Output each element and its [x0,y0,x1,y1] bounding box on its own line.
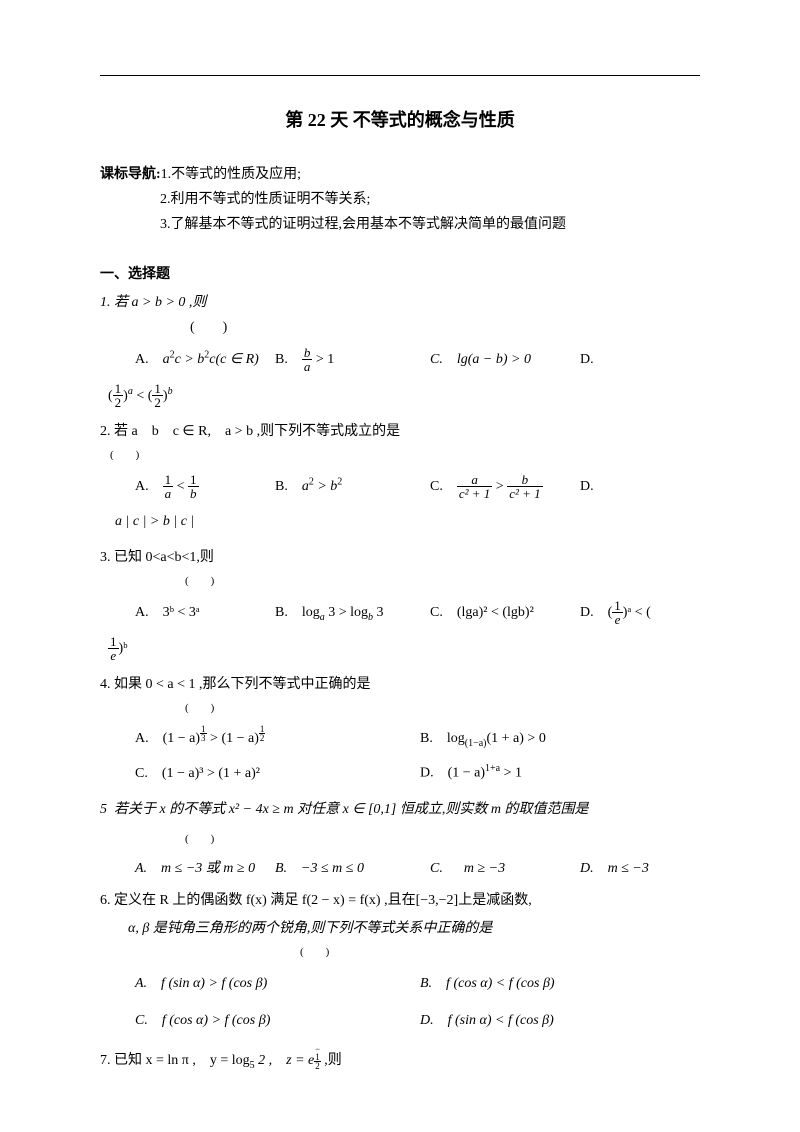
q5-option-c: C. m ≥ −3 [430,856,580,881]
q3-option-a: A. 3ᵇ < 3ᵃ [100,596,275,630]
question-3: 3. 已知 0<a<b<1,则 ( ) A. 3ᵇ < 3ᵃ B. loga 3… [100,544,700,664]
page-title: 第 22 天 不等式的概念与性质 [100,106,700,132]
q4-options-cd: C. (1 − a)³ > (1 + a)² D. (1 − a)1+a > 1 [100,760,700,786]
q3-option-c: C. (lga)² < (lgb)² [430,596,580,630]
objectives-block: 课标导航: 1.不等式的性质及应用; 2.利用不等式的性质证明不等关系; 3.了… [100,162,700,238]
objective-1: 1.不等式的性质及应用; [161,162,301,187]
q2-blank: ( ) [100,446,700,466]
q1-option-d: D. [580,343,660,377]
q3-overflow: 1e)ᵇ [100,634,700,665]
q3-stem: 3. 已知 0<a<b<1,则 [100,544,700,572]
q7-stem: 7. 已知 x = ln π , y = log5 2 , z = e−12 ,… [100,1047,700,1078]
objectives-label: 课标导航: [100,162,161,187]
q6-option-b: B. f (cos α) < f (cos β) [420,971,700,996]
q6-options-ab: A. f (sin α) > f (cos β) B. f (cos α) < … [100,971,700,996]
q2-options: A. 1a < 1b B. a2 > b2 C. ac² + 1 > bc² +… [100,470,700,504]
q2-option-c: C. ac² + 1 > bc² + 1 [430,470,580,504]
q5-option-a: A. m ≤ −3 或 m ≥ 0 [100,856,275,881]
objective-2: 2.利用不等式的性质证明不等关系; [100,187,700,212]
q4-options-ab: A. (1 − a)13 > (1 − a)12 B. log(1−a)(1 +… [100,722,700,756]
q1-options: A. a2c > b2c(c ∈ R) B. ba > 1 C. lg(a − … [100,343,700,377]
q2-option-b: B. a2 > b2 [275,470,430,504]
q5-option-b: B. −3 ≤ m ≤ 0 [275,856,430,881]
q6-option-c: C. f (cos α) > f (cos β) [100,1008,420,1033]
q6-options-cd: C. f (cos α) > f (cos β) D. f (sin α) < … [100,1008,700,1033]
q3-option-b: B. loga 3 > logb 3 [275,596,430,630]
q6-stem-l2: α, β 是钝角三角形的两个锐角,则下列不等式关系中正确的是 [100,915,700,943]
question-1: 1. 若 a > b > 0 ,则 ( ) A. a2c > b2c(c ∈ R… [100,289,700,412]
q6-option-d: D. f (sin α) < f (cos β) [420,1008,700,1033]
q1-option-c: C. lg(a − b) > 0 [430,343,580,377]
top-rule [100,75,700,76]
q4-stem: 4. 如果 0 < a < 1 ,那么下列不等式中正确的是 [100,671,700,699]
q2-overflow: a | c | > b | c | [100,507,700,538]
q4-option-c: C. (1 − a)³ > (1 + a)² [100,761,420,786]
q4-option-a: A. (1 − a)13 > (1 − a)12 [100,722,420,756]
q3-option-d: D. (1e)ᵃ < ( [580,596,660,630]
q3-options: A. 3ᵇ < 3ᵃ B. loga 3 > logb 3 C. (lga)² … [100,596,700,630]
q1-option-b: B. ba > 1 [275,343,430,377]
q5-blank: ( ) [100,830,700,850]
q2-option-d: D. [580,470,660,504]
question-2: 2. 若 a b c ∈ R, a > b ,则下列不等式成立的是 ( ) A.… [100,418,700,538]
q6-blank: ( ) [100,943,700,963]
q5-option-d: D. m ≤ −3 [580,856,649,881]
q4-option-d: D. (1 − a)1+a > 1 [420,760,700,786]
q2-stem: 2. 若 a b c ∈ R, a > b ,则下列不等式成立的是 [100,418,700,446]
q6-stem-l1: 6. 定义在 R 上的偶函数 f(x) 满足 f(2 − x) = f(x) ,… [100,887,700,915]
q6-option-a: A. f (sin α) > f (cos β) [100,971,420,996]
q4-blank: ( ) [100,699,700,719]
q1-blank: ( ) [100,317,700,339]
q5-stem: 5 若关于 x 的不等式 x² − 4x ≥ m 对任意 x ∈ [0,1] 恒… [100,796,700,824]
question-4: 4. 如果 0 < a < 1 ,那么下列不等式中正确的是 ( ) A. (1 … [100,671,700,786]
section-1-heading: 一、选择题 [100,263,700,283]
q1-overflow: (12)a < (12)b [100,381,700,412]
question-5: 5 若关于 x 的不等式 x² − 4x ≥ m 对任意 x ∈ [0,1] 恒… [100,796,700,881]
q5-options: A. m ≤ −3 或 m ≥ 0 B. −3 ≤ m ≤ 0 C. m ≥ −… [100,856,700,881]
question-6: 6. 定义在 R 上的偶函数 f(x) 满足 f(2 − x) = f(x) ,… [100,887,700,1033]
q3-blank: ( ) [100,572,700,592]
objective-line-1: 课标导航: 1.不等式的性质及应用; [100,162,700,187]
q4-option-b: B. log(1−a)(1 + a) > 0 [420,722,700,756]
q1-option-a: A. a2c > b2c(c ∈ R) [100,343,275,377]
q2-option-a: A. 1a < 1b [100,470,275,504]
question-7: 7. 已知 x = ln π , y = log5 2 , z = e−12 ,… [100,1047,700,1078]
objective-3: 3.了解基本不等式的证明过程,会用基本不等式解决简单的最值问题 [100,212,700,237]
q1-stem: 1. 若 a > b > 0 ,则 [100,289,700,317]
